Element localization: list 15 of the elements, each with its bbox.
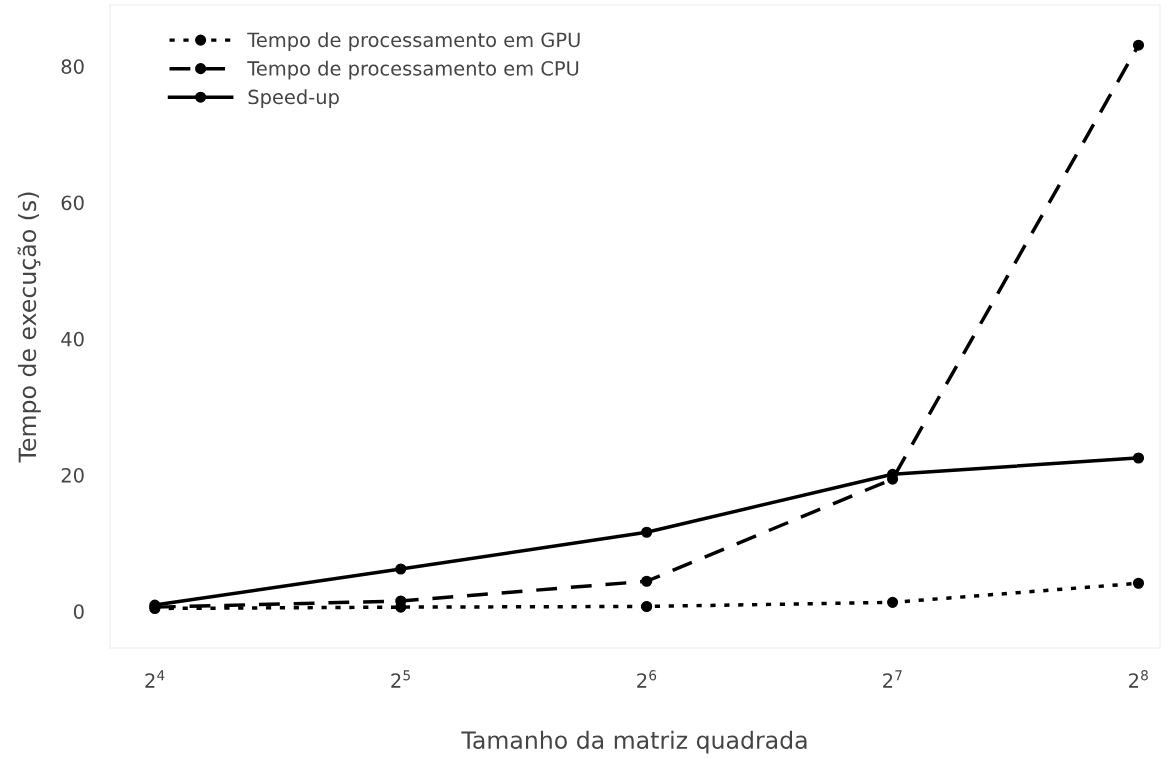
x-tick-label: 2$^{8}$ xyxy=(1129,670,1148,688)
y-tick-label: 40 xyxy=(61,331,84,347)
legend-label: Tempo de processamento em GPU xyxy=(247,32,580,51)
x-axis-title: Tamanho da matriz quadrada xyxy=(461,730,807,754)
x-tick-label: 2$^{5}$ xyxy=(391,670,410,688)
y-tick-label: 20 xyxy=(61,467,84,483)
y-tick-label: 80 xyxy=(61,59,84,74)
x-tick-label: 2$^{4}$ xyxy=(145,670,165,688)
y-tick-label: 60 xyxy=(61,195,84,211)
x-tick-label: 2$^{6}$ xyxy=(637,670,657,688)
y-tick-label: 0 xyxy=(73,604,84,619)
x-tick-label: 2$^{7}$ xyxy=(883,670,902,688)
legend-label: Speed-up xyxy=(248,89,339,109)
y-axis-title: Tempo de execução (s) xyxy=(17,192,41,463)
legend-label: Tempo de processamento em CPU xyxy=(247,60,579,80)
